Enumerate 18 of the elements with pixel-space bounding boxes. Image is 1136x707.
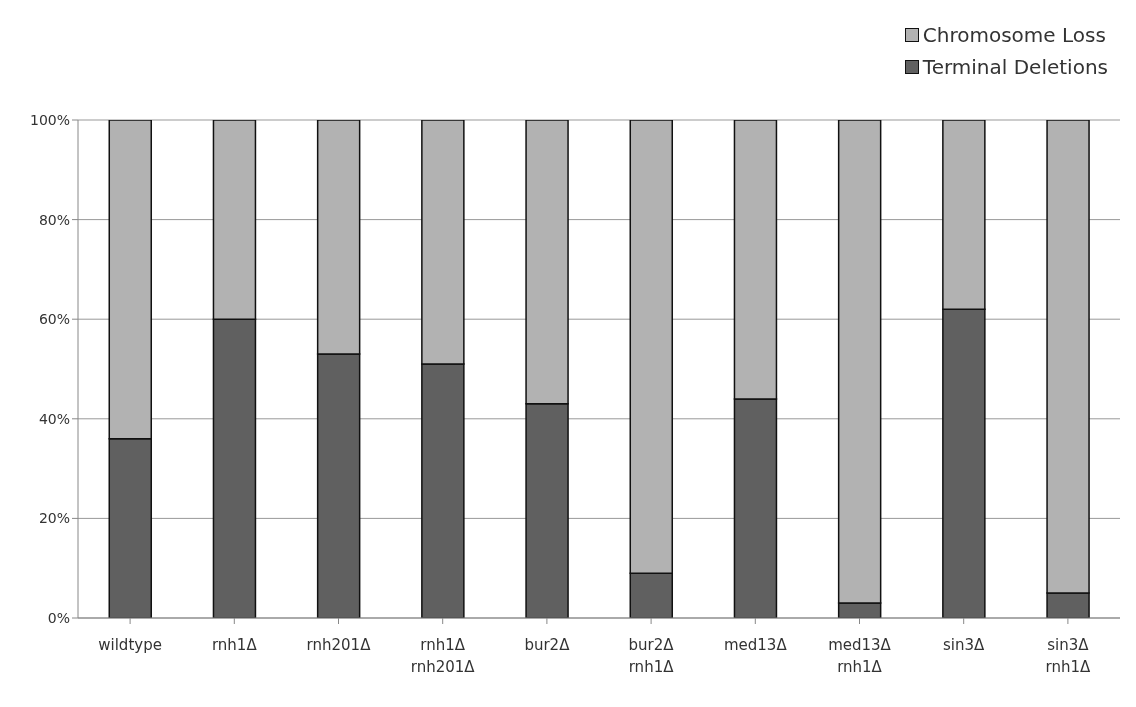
- y-tick-label: 80%: [38, 211, 70, 228]
- x-tick-label: rnh1Δ: [211, 636, 258, 654]
- y-tick-label: 100%: [29, 111, 70, 128]
- y-tick-label: 20%: [38, 510, 70, 527]
- x-tick-label: rnh1Δ rnh201Δ: [410, 636, 476, 676]
- x-tick-label: med13Δ: [723, 636, 788, 654]
- legend-label: Terminal Deletions: [921, 55, 1108, 79]
- y-tick-label: 40%: [38, 410, 70, 427]
- x-tick-label: wildtype: [98, 636, 162, 654]
- x-tick-label: sin3Δ rnh1Δ: [1045, 636, 1091, 676]
- y-tick-label: 60%: [38, 311, 70, 328]
- x-tick-label: sin3Δ: [943, 636, 986, 654]
- x-tick-label: rnh201Δ: [306, 636, 372, 654]
- y-tick-label: 0%: [47, 609, 70, 626]
- x-tick-label: bur2Δ: [524, 636, 571, 654]
- x-tick-label: bur2Δ rnh1Δ: [628, 636, 675, 676]
- legend-label: Chromosome Loss: [921, 23, 1107, 47]
- x-tick-label: med13Δ rnh1Δ: [828, 636, 892, 676]
